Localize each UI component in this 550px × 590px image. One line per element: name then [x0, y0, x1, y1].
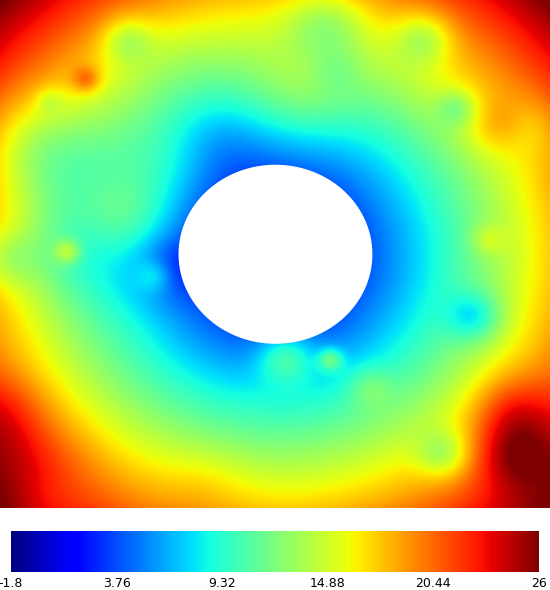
Polygon shape	[179, 165, 372, 343]
